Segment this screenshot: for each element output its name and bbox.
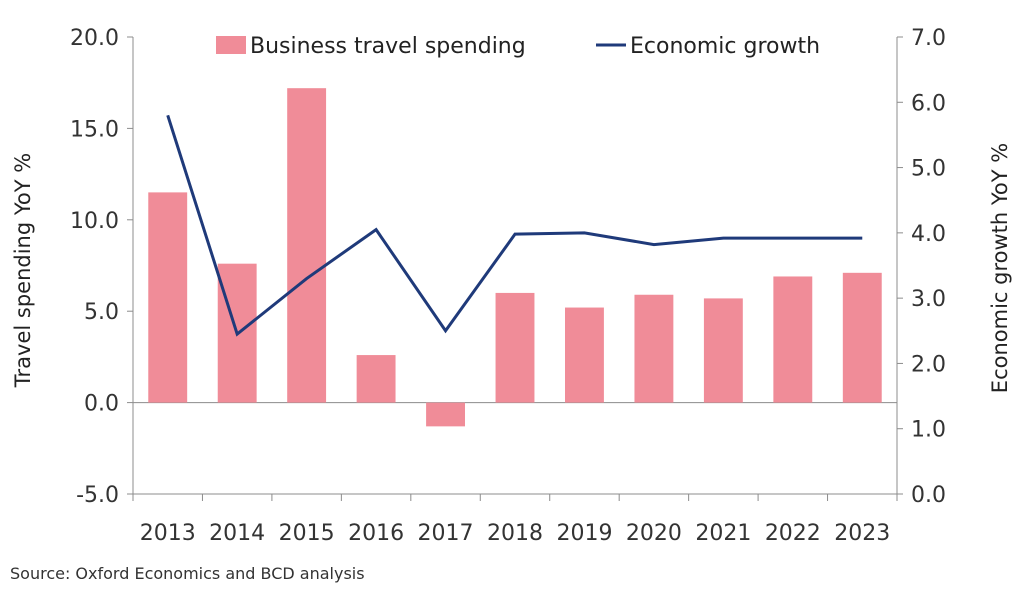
left-axis-title: Travel spending YoY % — [11, 153, 35, 388]
right-tick-label: 7.0 — [911, 26, 946, 51]
x-tick-label: 2018 — [487, 521, 543, 546]
bar-series — [148, 88, 882, 427]
right-tick-label: 1.0 — [911, 418, 946, 443]
right-tick-label: 0.0 — [911, 483, 946, 508]
x-tick-label: 2013 — [140, 521, 196, 546]
bar-2016 — [356, 355, 396, 403]
right-tick-label: 3.0 — [911, 287, 946, 312]
bar-2022 — [773, 276, 813, 403]
x-tick-label: 2021 — [695, 521, 751, 546]
legend-label-business-travel: Business travel spending — [250, 34, 526, 59]
bar-2013 — [148, 192, 188, 403]
x-tick-label: 2017 — [418, 521, 474, 546]
x-tick-label: 2015 — [279, 521, 335, 546]
legend: Business travel spending Economic growth — [216, 34, 820, 59]
right-tick-label: 5.0 — [911, 157, 946, 182]
x-tick-label: 2022 — [765, 521, 821, 546]
left-tick-label: -5.0 — [76, 483, 119, 508]
dual-axis-chart: 20.0 15.0 10.0 5.0 0.0 -5.0 7.0 6.0 5.0 4.0 3.0 2.0… — [11, 26, 1012, 546]
x-tick-label: 2020 — [626, 521, 682, 546]
legend-label-economic-growth: Economic growth — [630, 34, 820, 59]
bar-2020 — [634, 294, 674, 403]
left-tick-label: 15.0 — [70, 117, 119, 142]
line-series — [166, 114, 863, 337]
bar-2023 — [842, 272, 882, 403]
bar-2015 — [287, 88, 327, 403]
right-tick-label: 2.0 — [911, 352, 946, 377]
x-tick-label: 2019 — [556, 521, 612, 546]
x-tick-label: 2023 — [834, 521, 890, 546]
bar-2019 — [565, 307, 604, 403]
left-tick-label: 0.0 — [84, 392, 119, 417]
tick-labels: 20.0 15.0 10.0 5.0 0.0 -5.0 7.0 6.0 5.0 4.0 3.0 2.0… — [70, 26, 946, 546]
x-tick-label: 2014 — [209, 521, 265, 546]
source-note: Source: Oxford Economics and BCD analysi… — [10, 564, 365, 583]
bar-2017 — [426, 402, 465, 427]
x-tick-label: 2016 — [348, 521, 404, 546]
bar-2021 — [703, 298, 743, 403]
left-tick-label: 10.0 — [70, 209, 119, 234]
right-axis-title: Economic growth YoY % — [988, 143, 1012, 393]
right-tick-label: 6.0 — [911, 91, 946, 116]
right-tick-label: 4.0 — [911, 222, 946, 247]
left-tick-label: 5.0 — [84, 300, 119, 325]
left-tick-label: 20.0 — [70, 26, 119, 51]
legend-swatch-business-travel — [216, 36, 246, 54]
bar-2018 — [495, 292, 535, 403]
